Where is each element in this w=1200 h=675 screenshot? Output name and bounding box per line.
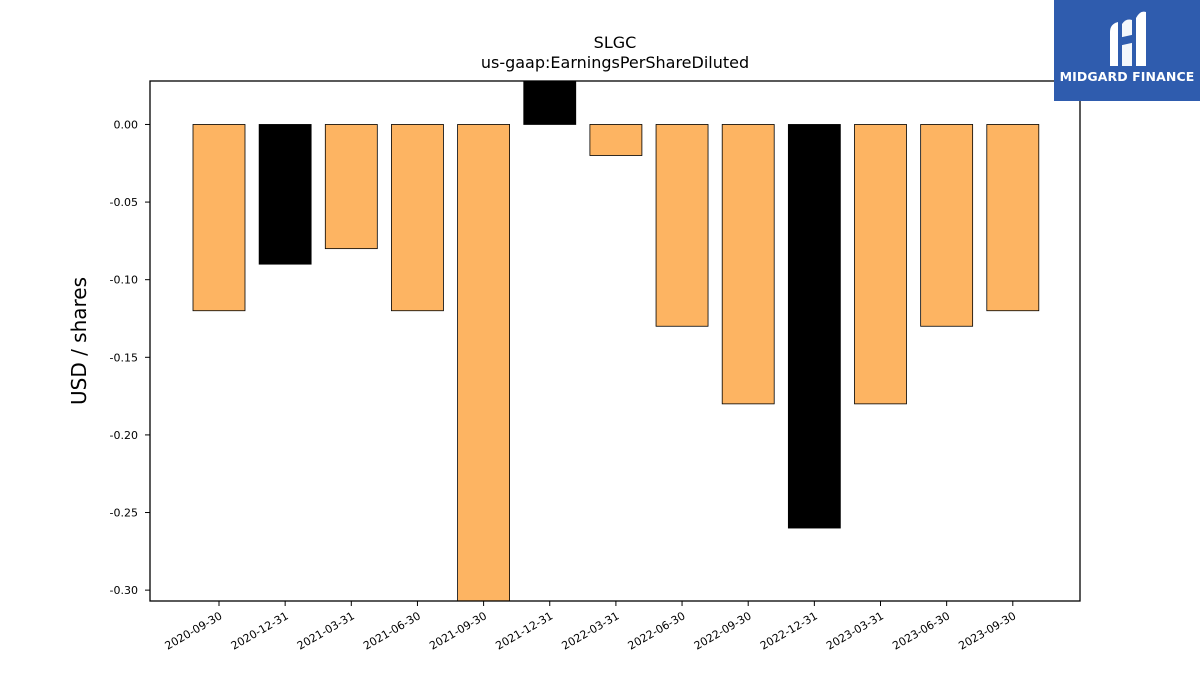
y-tick-label: 0.00 xyxy=(114,118,139,131)
bar-2023-06-30 xyxy=(920,124,974,327)
logo-name: MIDGARD FINANCE xyxy=(1059,69,1195,84)
bars xyxy=(192,80,1040,602)
x-tick-label: 2022-09-30 xyxy=(692,609,754,652)
bar-2021-03-31 xyxy=(324,124,378,250)
bar-2022-06-30 xyxy=(655,124,709,327)
bar-2023-09-30 xyxy=(986,124,1040,312)
bar-2021-06-30 xyxy=(391,124,444,312)
x-tick-label: 2020-12-31 xyxy=(229,609,291,652)
chart-title: SLGC xyxy=(594,33,637,52)
x-tick-label: 2023-09-30 xyxy=(956,609,1018,652)
x-ticks: 2020-09-30 2020-12-31 2021-03-31 2021-06-30… xyxy=(163,601,1018,653)
bar-2022-12-31 xyxy=(787,124,841,529)
y-tick-label: -0.30 xyxy=(110,584,138,597)
x-tick-label: 2022-03-31 xyxy=(560,609,622,652)
bar-2022-09-30 xyxy=(721,124,775,405)
y-ticks: 0.00 -0.05 -0.10 -0.15 -0.20 -0.25 -0.30 xyxy=(110,118,150,597)
y-tick-label: -0.05 xyxy=(110,196,138,209)
bar-2022-03-31 xyxy=(589,124,643,156)
plot-frame xyxy=(149,80,1081,602)
x-tick-label: 2020-09-30 xyxy=(163,609,225,652)
bar-2021-12-31 xyxy=(523,80,577,125)
chart-subtitle: us-gaap:EarningsPerShareDiluted xyxy=(481,53,749,72)
bar-2023-03-31 xyxy=(854,124,907,405)
midgard-logo-mark-icon xyxy=(1110,11,1146,67)
x-tick-label: 2023-03-31 xyxy=(824,609,886,652)
x-tick-label: 2023-06-30 xyxy=(890,609,952,652)
bar-2021-09-30 xyxy=(457,124,511,602)
bar-2020-09-30 xyxy=(192,124,246,312)
y-tick-label: -0.25 xyxy=(110,507,138,520)
x-tick-label: 2021-12-31 xyxy=(493,609,555,652)
y-tick-label: -0.20 xyxy=(110,429,138,442)
x-tick-label: 2021-09-30 xyxy=(427,609,489,652)
bar-2020-12-31 xyxy=(258,124,312,265)
x-tick-label: 2021-03-31 xyxy=(295,609,357,652)
x-tick-label: 2021-06-30 xyxy=(361,609,423,652)
x-tick-label: 2022-12-31 xyxy=(758,609,820,652)
y-tick-label: -0.15 xyxy=(110,351,138,364)
y-axis-label: USD / shares xyxy=(67,277,91,405)
x-tick-label: 2022-06-30 xyxy=(626,609,688,652)
midgard-finance-logo: MIDGARD FINANCE xyxy=(1054,0,1200,101)
y-tick-label: -0.10 xyxy=(110,274,138,287)
